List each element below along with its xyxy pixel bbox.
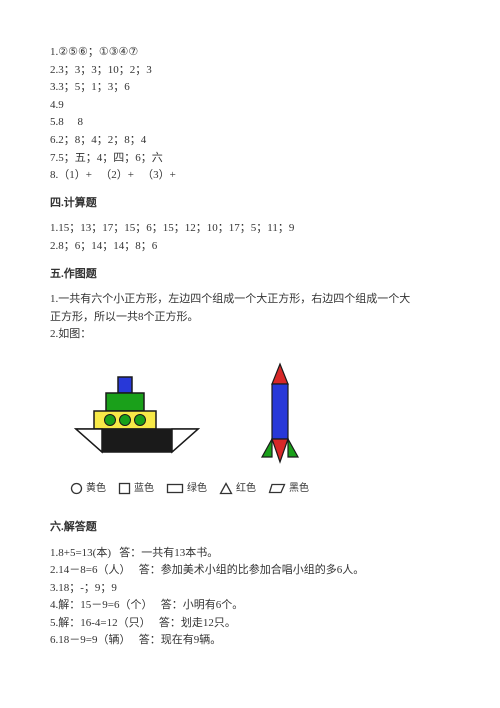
ans-7: 7.5；五；4；四；6；六 [50,150,450,168]
legend-red: 红色 [219,481,256,497]
ans-8: 8.（1）+ （2）+ （3）+ [50,167,450,185]
rocket-figure [260,362,300,467]
legend-yellow: 黄色 [70,481,106,497]
section5-body: 1.一共有六个小正方形，左边四个组成一个大正方形，右边四个组成一个大 正方形，所… [50,291,450,344]
s6-l6: 6.18－9=9（辆） 答：现在有9辆。 [50,632,450,650]
s4-l1: 1.15；13；17；15；6；15；12；10；17；5；11；9 [50,220,450,238]
ans-4: 4.9 [50,97,450,115]
color-legend: 黄色 蓝色 绿色 红色 黑色 [50,481,450,497]
legend-black-label: 黑色 [289,481,309,497]
ans-1: 1.②⑤⑥；①③④⑦ [50,44,450,62]
section5-title: 五.作图题 [50,266,450,284]
s6-l5: 5.解：16-4=12（只） 答：划走12只。 [50,615,450,633]
s6-l3: 3.18；-；9；9 [50,580,450,598]
boat-figure [70,372,210,467]
section6-body: 1.8+5=13(本) 答：一共有13本书。 2.14－8=6（人） 答：参加美… [50,545,450,651]
legend-blue-label: 蓝色 [134,481,154,497]
ans-5: 5.8 8 [50,114,450,132]
s6-l1: 1.8+5=13(本) 答：一共有13本书。 [50,545,450,563]
circle-icon [70,482,83,495]
section4-title: 四.计算题 [50,195,450,213]
square-icon [118,482,131,495]
s5-l3: 2.如图： [50,326,450,344]
triangle-icon [219,482,233,495]
ans-3: 3.3；5；1；3；6 [50,79,450,97]
legend-red-label: 红色 [236,481,256,497]
legend-yellow-label: 黄色 [86,481,106,497]
figure-area [50,362,450,467]
legend-black: 黑色 [268,481,309,497]
legend-green: 绿色 [166,481,207,497]
parallelogram-icon [268,483,286,494]
s5-l1: 1.一共有六个小正方形，左边四个组成一个大正方形，右边四个组成一个大 [50,291,450,309]
section4-body: 1.15；13；17；15；6；15；12；10；17；5；11；9 2.8；6… [50,220,450,255]
legend-green-label: 绿色 [187,481,207,497]
section6-title: 六.解答题 [50,519,450,537]
s6-l2: 2.14－8=6（人） 答：参加美术小组的比参加合唱小组的多6人。 [50,562,450,580]
rectangle-icon [166,483,184,494]
ans-2: 2.3；3；3；10；2；3 [50,62,450,80]
legend-blue: 蓝色 [118,481,154,497]
s4-l2: 2.8；6；14；14；8；6 [50,238,450,256]
ans-6: 6.2；8；4；2；8；4 [50,132,450,150]
s6-l4: 4.解：15－9=6（个） 答：小明有6个。 [50,597,450,615]
answers-top-block: 1.②⑤⑥；①③④⑦ 2.3；3；3；10；2；3 3.3；5；1；3；6 4.… [50,44,450,185]
s5-l2: 正方形，所以一共8个正方形。 [50,309,450,327]
